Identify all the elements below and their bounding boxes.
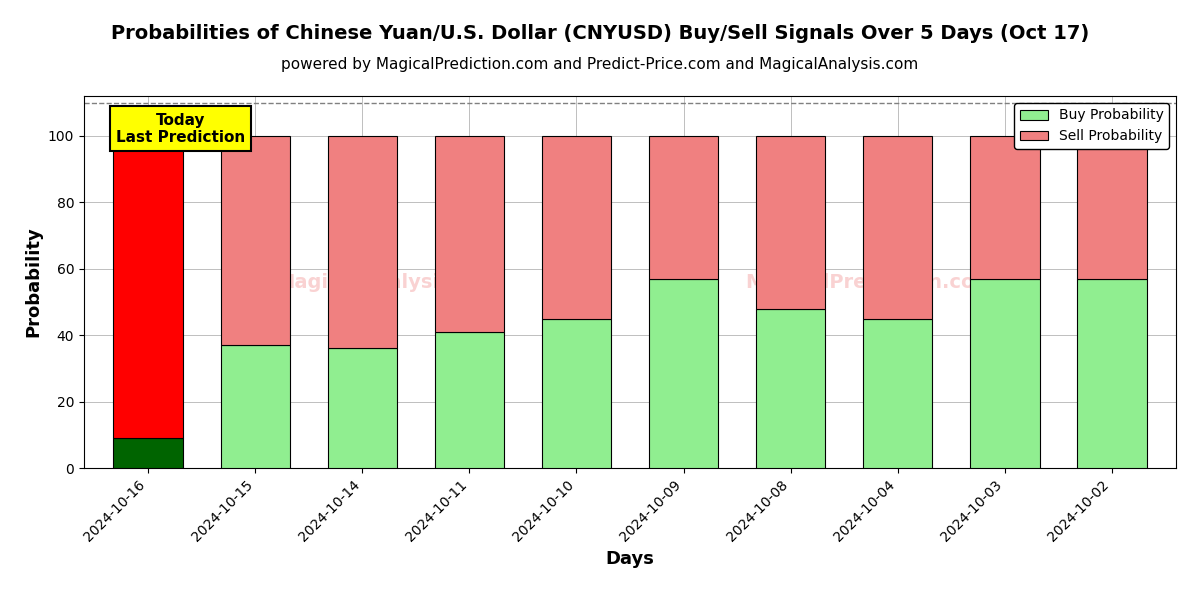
- Text: powered by MagicalPrediction.com and Predict-Price.com and MagicalAnalysis.com: powered by MagicalPrediction.com and Pre…: [281, 57, 919, 72]
- Text: MagicalPrediction.com: MagicalPrediction.com: [745, 272, 995, 292]
- Bar: [114, 438, 184, 468]
- Bar: [649, 136, 719, 278]
- Text: MagicalAnalysis.com: MagicalAnalysis.com: [276, 272, 504, 292]
- Bar: [863, 319, 932, 468]
- Bar: [863, 136, 932, 319]
- Bar: [756, 308, 826, 468]
- Bar: [221, 345, 290, 468]
- Y-axis label: Probability: Probability: [24, 227, 42, 337]
- Bar: [1076, 136, 1146, 278]
- Bar: [114, 136, 184, 438]
- Text: Today
Last Prediction: Today Last Prediction: [115, 113, 245, 145]
- Bar: [328, 136, 397, 349]
- Bar: [1076, 278, 1146, 468]
- Bar: [434, 136, 504, 332]
- Bar: [970, 136, 1039, 278]
- Text: Probabilities of Chinese Yuan/U.S. Dollar (CNYUSD) Buy/Sell Signals Over 5 Days : Probabilities of Chinese Yuan/U.S. Dolla…: [110, 24, 1090, 43]
- X-axis label: Days: Days: [606, 550, 654, 568]
- Bar: [221, 136, 290, 345]
- Legend: Buy Probability, Sell Probability: Buy Probability, Sell Probability: [1014, 103, 1169, 149]
- Bar: [756, 136, 826, 308]
- Bar: [328, 349, 397, 468]
- Bar: [649, 278, 719, 468]
- Bar: [434, 332, 504, 468]
- Bar: [541, 136, 611, 319]
- Bar: [541, 319, 611, 468]
- Bar: [970, 278, 1039, 468]
